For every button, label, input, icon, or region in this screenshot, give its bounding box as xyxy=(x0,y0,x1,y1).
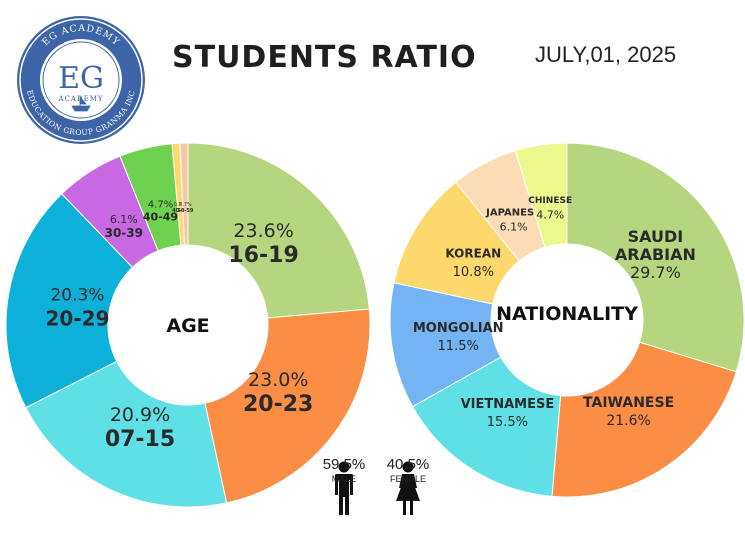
value-label-saudi-arabian-0: 29.7% xyxy=(630,263,681,282)
female-icon xyxy=(396,461,420,515)
value-label-16-19-0: 23.6% xyxy=(233,220,293,242)
logo-initials: EG xyxy=(58,61,104,96)
female-percentage: 40.5% xyxy=(386,456,430,473)
value-label-japanese-5: 6.1% xyxy=(500,221,528,234)
slice-20-23-1 xyxy=(204,308,371,504)
category-label-vietnamese-2: VIETNAMESE xyxy=(461,397,555,412)
female-stat: 40.5% FEMALE xyxy=(380,456,436,484)
category-label-saudi-arabian-0: ARABIAN xyxy=(615,245,696,264)
eg-academy-logo: EG ACADEMY EDUCATION GROUP GRANMA INC EG… xyxy=(17,16,145,144)
slice-20-29-3 xyxy=(5,193,134,409)
ship-icon xyxy=(71,96,91,112)
slice-07-15-2 xyxy=(25,360,228,508)
slice-50-59-7 xyxy=(179,142,189,246)
value-label-taiwanese-1: 21.6% xyxy=(606,413,650,429)
category-label-taiwanese-1: TAIWANESE xyxy=(583,395,674,411)
category-label-japanese-5: JAPANESE xyxy=(485,207,541,218)
value-label-mongolian-3: 11.5% xyxy=(438,339,479,354)
value-label-vietnamese-2: 15.5% xyxy=(487,415,528,430)
age-donut-chart: 23.6%16-19 23.0%20-23 20.9%07-15 20.3%20-29… xyxy=(5,142,371,508)
value-label-korean-4: 10.8% xyxy=(453,265,494,280)
male-percentage: 59.5% xyxy=(322,456,366,473)
slice-saudi-arabian-0 xyxy=(566,142,745,373)
report-date: JULY,01, 2025 xyxy=(535,42,677,67)
value-label-50-59-7: 0.7% xyxy=(179,202,192,208)
category-label-korean-4: KOREAN xyxy=(445,247,501,261)
value-label-07-15-2: 20.9% xyxy=(110,404,170,426)
age-center-label: AGE xyxy=(166,315,209,337)
slice-taiwanese-1 xyxy=(551,341,737,498)
category-label-40-49-6: 40-49 xyxy=(172,208,189,214)
category-label-chinese-6: CHINESE xyxy=(528,196,572,206)
male-icon xyxy=(335,461,353,515)
male-stat: 59.5% MALE xyxy=(318,456,370,484)
male-label: MALE xyxy=(331,474,357,484)
category-label-saudi-arabian-0: SAUDI xyxy=(628,227,684,246)
value-label-30-39-4: 6.1% xyxy=(110,213,138,226)
value-label-20-29-3: 20.3% xyxy=(50,285,104,305)
category-label-30-39-4: 30-39 xyxy=(105,226,143,240)
slice-chinese-6 xyxy=(514,142,568,248)
category-label-20-29-3: 20-29 xyxy=(46,306,110,330)
category-label-07-15-2: 07-15 xyxy=(105,427,175,452)
category-label-mongolian-3: MONGOLIAN xyxy=(413,321,504,336)
value-label-chinese-6: 4.7% xyxy=(536,209,564,222)
slice-16-19-0 xyxy=(187,142,370,319)
page-title: STUDENTS RATIO xyxy=(172,40,477,75)
value-label-20-23-1: 23.0% xyxy=(248,369,308,391)
female-label: FEMALE xyxy=(389,474,426,484)
category-label-40-49-5: 40-49 xyxy=(143,211,178,224)
slice-vietnamese-2 xyxy=(411,356,562,497)
category-label-50-59-7: 50-59 xyxy=(177,208,194,214)
category-label-16-19-0: 16-19 xyxy=(228,243,298,268)
value-label-40-49-5: 4.7% xyxy=(148,199,173,210)
category-label-20-23-1: 20-23 xyxy=(243,392,313,417)
nationality-center-label: NATIONALITY xyxy=(496,303,638,325)
value-label-40-49-6: 0.7% xyxy=(174,202,187,208)
